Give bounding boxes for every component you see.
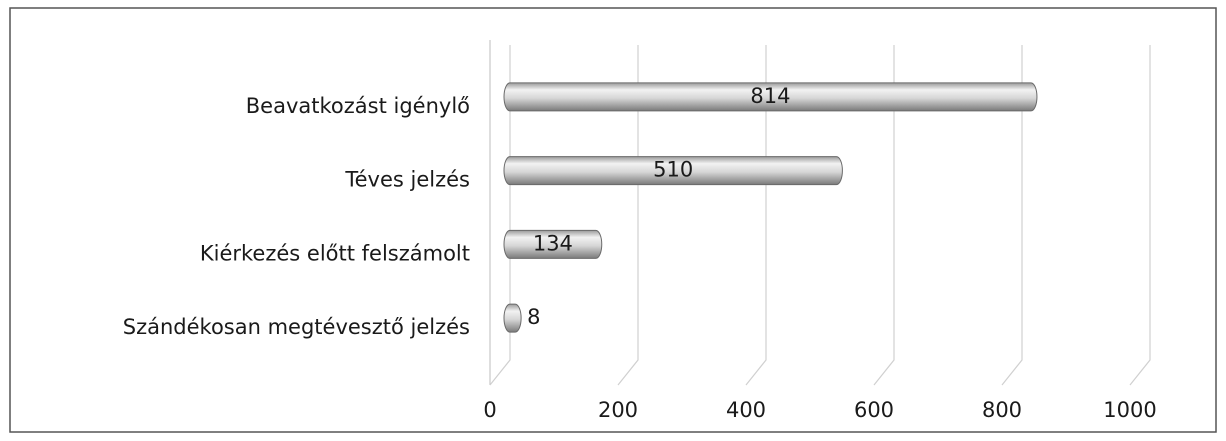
data-label: 134 — [533, 231, 573, 255]
y-tick-label: Kiérkezés előtt felszámolt — [200, 241, 470, 265]
grid-line — [489, 45, 511, 386]
bar — [503, 229, 603, 259]
x-tick-label: 200 — [598, 398, 638, 422]
y-tick-label: Téves jelzés — [344, 168, 470, 192]
chart-frame — [9, 7, 1217, 433]
x-tick-label: 400 — [726, 398, 766, 422]
y-tick-label: Szándékosan megtévesztő jelzés — [123, 315, 470, 339]
y-tick-label: Beavatkozást igénylő — [246, 94, 470, 118]
data-label: 814 — [750, 84, 790, 108]
data-label: 510 — [653, 158, 693, 182]
data-label: 8 — [527, 305, 540, 329]
bar — [503, 82, 1038, 112]
x-tick-label: 1000 — [1103, 398, 1156, 422]
grid-line — [617, 45, 639, 386]
grid-line — [1129, 45, 1151, 386]
grid-line — [873, 45, 895, 386]
bar — [503, 156, 843, 186]
x-tick-label: 600 — [854, 398, 894, 422]
x-tick-label: 0 — [483, 398, 496, 422]
bar — [503, 303, 522, 333]
grid-line — [1001, 45, 1023, 386]
x-tick-label: 800 — [982, 398, 1022, 422]
grid-line — [745, 45, 767, 386]
